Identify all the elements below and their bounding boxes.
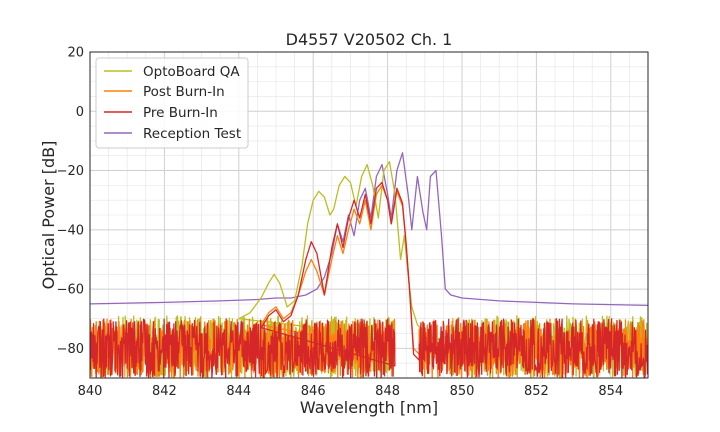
y-axis-label: Optical Power [dB] [39, 141, 58, 290]
legend-box [95, 57, 249, 149]
series-line [90, 152, 648, 307]
y-tick-label: −60 [57, 283, 84, 298]
x-tick-label: 846 [301, 384, 326, 399]
x-axis-label: Wavelength [nm] [300, 398, 438, 417]
x-tick-label: 842 [152, 384, 177, 399]
legend: OptoBoard QA Post Burn-In Pre Burn-In Re… [95, 57, 249, 149]
series-line [90, 181, 648, 378]
y-tick-label: 20 [67, 46, 84, 61]
legend-label: Reception Test [143, 126, 241, 142]
x-tick-label: 840 [78, 384, 103, 399]
x-tick-label: 854 [598, 384, 623, 399]
x-tick-label: 850 [450, 384, 475, 399]
y-tick-label: −20 [57, 164, 84, 179]
x-tick-label: 848 [375, 384, 400, 399]
legend-label: Post Burn-In [143, 84, 225, 100]
chart-title: D4557 V20502 Ch. 1 [286, 30, 453, 49]
y-tick-label: −40 [57, 223, 84, 238]
series-2 [90, 181, 648, 378]
y-tick-label: 0 [76, 105, 84, 120]
y-tick-label: −80 [57, 342, 84, 357]
legend-label: Pre Burn-In [143, 105, 218, 121]
series-3 [90, 152, 648, 307]
x-axis: 840 842 844 846 848 850 852 854 [78, 384, 624, 399]
legend-label: OptoBoard QA [143, 64, 240, 80]
y-axis: 20 0 −20 −40 −60 −80 [57, 46, 84, 357]
x-tick-label: 844 [226, 384, 251, 399]
plot-frame [89, 51, 649, 379]
x-tick-label: 852 [524, 384, 549, 399]
series-layer [90, 152, 648, 378]
